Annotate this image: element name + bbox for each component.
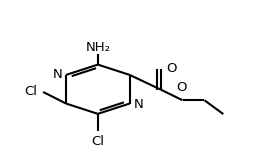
Text: Cl: Cl (25, 85, 38, 98)
Text: N: N (53, 68, 62, 81)
Text: O: O (166, 62, 176, 75)
Text: N: N (133, 98, 143, 111)
Text: O: O (176, 81, 187, 94)
Text: NH₂: NH₂ (85, 41, 110, 54)
Text: Cl: Cl (91, 135, 104, 148)
